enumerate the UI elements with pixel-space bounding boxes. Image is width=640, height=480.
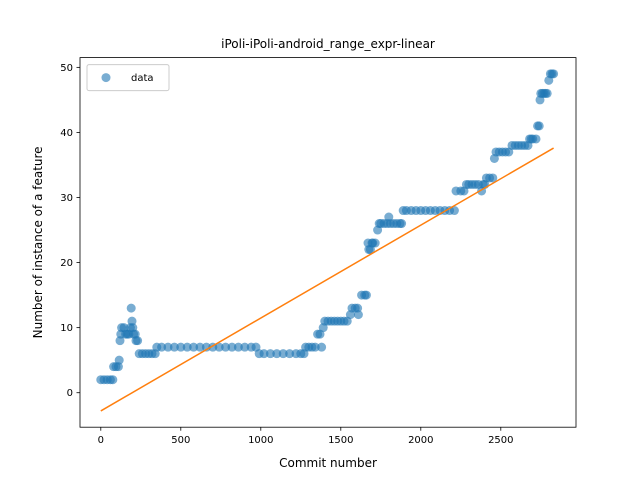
y-tick-label: 30 xyxy=(60,193,73,204)
y-tick-label: 0 xyxy=(67,388,73,399)
data-point xyxy=(549,69,559,79)
plot-area xyxy=(80,57,576,428)
data-point xyxy=(201,342,211,352)
axes-frame xyxy=(79,57,577,428)
data-point xyxy=(176,342,186,352)
y-tick-label: 40 xyxy=(60,128,73,139)
data-point xyxy=(163,342,173,352)
data-point xyxy=(108,375,118,385)
data-point xyxy=(370,238,380,248)
data-point xyxy=(531,134,541,144)
y-tick-label: 50 xyxy=(60,63,73,74)
data-point xyxy=(449,206,459,216)
data-point xyxy=(221,342,231,352)
y-tick-label: 10 xyxy=(60,323,73,334)
data-point xyxy=(310,342,320,352)
data-point xyxy=(397,219,407,229)
x-tick-label: 2000 xyxy=(408,435,433,446)
data-point xyxy=(240,342,250,352)
data-point xyxy=(157,342,167,352)
legend: data xyxy=(86,64,170,92)
data-point xyxy=(182,342,192,352)
x-tick-label: 2500 xyxy=(488,435,513,446)
data-point xyxy=(361,290,371,300)
x-tick-label: 1000 xyxy=(248,435,273,446)
data-point xyxy=(265,349,275,359)
legend-label: data xyxy=(131,73,154,84)
data-point xyxy=(214,342,224,352)
legend-box xyxy=(86,64,170,92)
data-point xyxy=(285,349,295,359)
x-axis-label: Commit number xyxy=(279,456,377,470)
chart-title: iPoli-iPoli-android_range_expr-linear xyxy=(221,37,435,51)
x-tick-label: 500 xyxy=(171,435,190,446)
data-point xyxy=(227,342,237,352)
data-point xyxy=(278,349,288,359)
data-point xyxy=(233,342,243,352)
data-point xyxy=(169,342,179,352)
x-tick-label: 1500 xyxy=(328,435,353,446)
y-axis-label: Number of instance of a feature xyxy=(31,146,45,338)
data-point xyxy=(317,342,327,352)
y-tick-label: 20 xyxy=(60,258,73,269)
data-point xyxy=(353,310,363,320)
fit-line-layer xyxy=(100,147,554,412)
data-point xyxy=(126,303,136,313)
data-point xyxy=(189,342,199,352)
data-point xyxy=(542,88,552,98)
axes: 0 500 1000 1500 2000 2500 0 10 20 30 40 50 xyxy=(60,57,577,446)
data-point xyxy=(488,173,498,183)
legend-marker xyxy=(101,73,111,83)
data-point xyxy=(259,349,269,359)
x-tick-label: 0 xyxy=(98,435,104,446)
data-point xyxy=(272,349,282,359)
data-point xyxy=(114,355,124,365)
data-point xyxy=(133,336,143,346)
data-point xyxy=(534,121,544,131)
data-point xyxy=(195,342,205,352)
fit-line xyxy=(100,147,554,412)
